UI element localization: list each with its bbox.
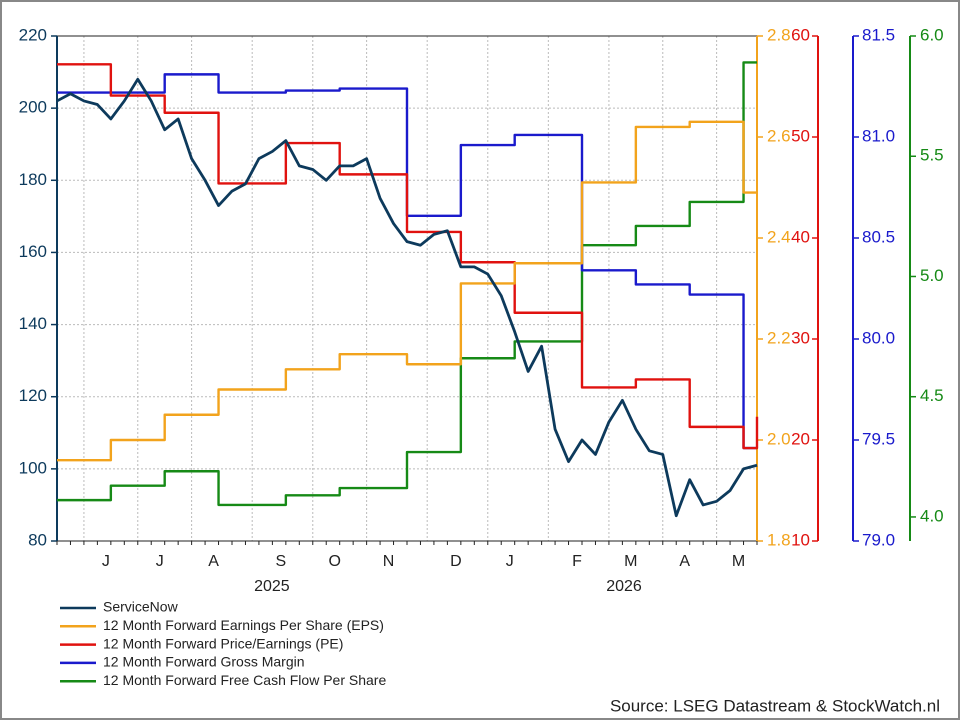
- y-tick-label: 79.5: [862, 429, 895, 448]
- y-tick-label: 30: [791, 328, 810, 347]
- x-tick-label: M: [624, 553, 637, 570]
- year-label: 2026: [606, 578, 642, 595]
- y-tick-label: 180: [19, 170, 47, 189]
- y-tick-label: 1.8: [767, 530, 791, 549]
- y-tick-label: 4.0: [920, 506, 944, 525]
- x-tick-label: O: [328, 553, 340, 570]
- x-tick-label: N: [383, 553, 395, 570]
- x-tick-label: D: [450, 553, 462, 570]
- y-tick-label: 2.0: [767, 429, 791, 448]
- series-line: [57, 120, 757, 462]
- y-tick-label: 50: [791, 126, 810, 145]
- series-line: [56, 77, 758, 518]
- series-line: [57, 63, 759, 450]
- legend-label: ServiceNow: [103, 599, 179, 615]
- y-tick-label: 120: [19, 386, 47, 405]
- x-tick-label: S: [276, 553, 287, 570]
- y-tick-label: 81.0: [862, 126, 895, 145]
- x-tick-label: M: [732, 553, 745, 570]
- y-tick-label: 10: [791, 530, 810, 549]
- y-tick-label: 5.5: [920, 146, 944, 165]
- x-tick-label: J: [156, 553, 164, 570]
- legend-label: 12 Month Forward Price/Earnings (PE): [103, 635, 343, 651]
- x-tick-label: A: [679, 553, 690, 570]
- y-tick-label: 80.0: [862, 328, 895, 347]
- y-tick-label: 2.2: [767, 328, 791, 347]
- y-tick-label: 5.0: [920, 266, 944, 285]
- y-tick-label: 81.5: [862, 25, 895, 44]
- y-tick-label: 20: [791, 429, 810, 448]
- y-tick-label: 40: [791, 227, 810, 246]
- y-tick-label: 80.5: [862, 227, 895, 246]
- y-tick-label: 140: [19, 314, 47, 333]
- legend-label: 12 Month Forward Earnings Per Share (EPS…: [103, 617, 384, 633]
- y-tick-label: 100: [19, 458, 47, 477]
- y-tick-label: 4.5: [920, 386, 944, 405]
- y-tick-label: 80: [28, 530, 47, 549]
- legend-label: 12 Month Forward Gross Margin: [103, 654, 305, 670]
- y-tick-label: 160: [19, 242, 47, 261]
- y-tick-label: 79.0: [862, 530, 895, 549]
- source: Source: LSEG Datastream & StockWatch.nl: [610, 696, 940, 715]
- series-line: [57, 73, 757, 450]
- y-tick-label: 60: [791, 25, 810, 44]
- legend-label: 12 Month Forward Free Cash Flow Per Shar…: [103, 672, 386, 688]
- y-tick-label: 6.0: [920, 25, 944, 44]
- y-tick-label: 2.6: [767, 126, 791, 145]
- y-tick-label: 200: [19, 98, 47, 117]
- y-tick-label: 2.8: [767, 25, 791, 44]
- x-tick-label: J: [506, 553, 514, 570]
- series-line: [57, 61, 757, 507]
- y-tick-label: 2.4: [767, 227, 791, 246]
- x-tick-label: F: [572, 553, 582, 570]
- x-tick-label: J: [102, 553, 110, 570]
- year-label: 2025: [254, 578, 290, 595]
- y-tick-label: 220: [19, 25, 47, 44]
- x-tick-label: A: [208, 553, 219, 570]
